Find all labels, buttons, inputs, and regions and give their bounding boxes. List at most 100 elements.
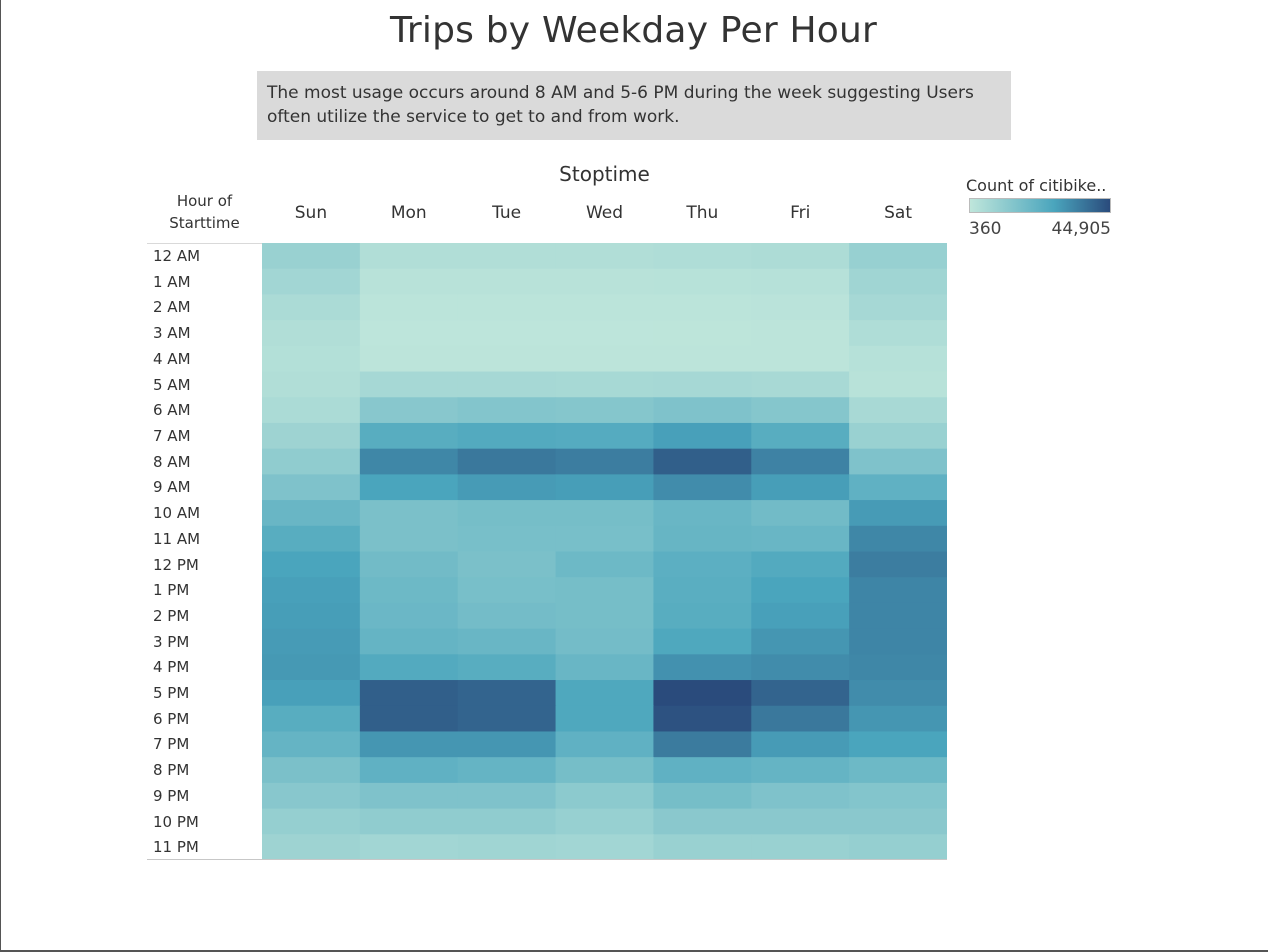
heatmap-cell[interactable]	[555, 268, 655, 296]
heatmap-cell[interactable]	[555, 705, 655, 733]
heatmap-cell[interactable]	[262, 577, 361, 604]
heatmap-cell[interactable]	[653, 320, 752, 347]
heatmap-cell[interactable]	[849, 654, 947, 681]
heatmap-cell[interactable]	[262, 654, 361, 681]
heatmap-cell[interactable]	[653, 654, 752, 681]
heatmap-cell[interactable]	[849, 782, 947, 810]
heatmap-cell[interactable]	[555, 397, 655, 424]
heatmap-cell[interactable]	[359, 500, 459, 527]
heatmap-cell[interactable]	[555, 808, 655, 835]
heatmap-cell[interactable]	[555, 294, 655, 321]
heatmap-cell[interactable]	[457, 705, 557, 733]
heatmap-cell[interactable]	[653, 474, 752, 501]
heatmap-cell[interactable]	[849, 757, 947, 784]
heatmap-cell[interactable]	[653, 551, 752, 578]
heatmap-cell[interactable]	[262, 628, 361, 655]
heatmap-cell[interactable]	[359, 628, 459, 655]
row-header-5-pm[interactable]: 5 PM	[153, 684, 190, 703]
heatmap-cell[interactable]	[653, 371, 752, 398]
row-header-11-pm[interactable]: 11 PM	[153, 838, 199, 857]
heatmap-cell[interactable]	[262, 345, 361, 373]
heatmap-cell[interactable]	[653, 680, 752, 707]
heatmap-cell[interactable]	[262, 268, 361, 296]
heatmap-cell[interactable]	[359, 320, 459, 347]
heatmap-cell[interactable]	[555, 577, 655, 604]
heatmap-cell[interactable]	[751, 371, 850, 398]
heatmap-cell[interactable]	[359, 680, 459, 707]
heatmap-cell[interactable]	[751, 602, 850, 630]
heatmap-cell[interactable]	[359, 294, 459, 321]
heatmap-cell[interactable]	[849, 577, 947, 604]
heatmap-cell[interactable]	[751, 680, 850, 707]
heatmap-cell[interactable]	[359, 397, 459, 424]
heatmap-cell[interactable]	[262, 551, 361, 578]
heatmap-cell[interactable]	[555, 422, 655, 450]
heatmap-cell[interactable]	[653, 602, 752, 630]
heatmap-cell[interactable]	[359, 705, 459, 733]
heatmap-cell[interactable]	[751, 782, 850, 810]
heatmap-cell[interactable]	[262, 500, 361, 527]
column-header-sun[interactable]: Sun	[294, 203, 328, 223]
heatmap-cell[interactable]	[555, 371, 655, 398]
heatmap-cell[interactable]	[262, 834, 361, 860]
heatmap-cell[interactable]	[262, 474, 361, 501]
row-header-12-am[interactable]: 12 AM	[153, 247, 201, 265]
heatmap-cell[interactable]	[359, 757, 459, 784]
heatmap-cell[interactable]	[457, 834, 557, 860]
heatmap-cell[interactable]	[653, 705, 752, 733]
heatmap-cell[interactable]	[653, 834, 752, 860]
heatmap-cell[interactable]	[849, 268, 947, 296]
row-header-8-pm[interactable]: 8 PM	[153, 761, 190, 780]
column-header-mon[interactable]: Mon	[390, 203, 427, 223]
heatmap-cell[interactable]	[751, 551, 850, 578]
heatmap-cell[interactable]	[751, 500, 850, 527]
heatmap-cell[interactable]	[751, 577, 850, 604]
heatmap-cell[interactable]	[555, 680, 655, 707]
heatmap-cell[interactable]	[359, 602, 459, 630]
heatmap-cell[interactable]	[457, 551, 557, 578]
heatmap-cell[interactable]	[359, 371, 459, 398]
heatmap-cell[interactable]	[555, 757, 655, 784]
row-header-2-am[interactable]: 2 AM	[153, 298, 191, 317]
heatmap-cell[interactable]	[555, 243, 655, 270]
row-header-7-pm[interactable]: 7 PM	[153, 735, 190, 754]
heatmap-cell[interactable]	[849, 500, 947, 527]
row-header-4-pm[interactable]: 4 PM	[153, 658, 190, 677]
heatmap-cell[interactable]	[262, 320, 361, 347]
heatmap-cell[interactable]	[751, 474, 850, 501]
heatmap-cell[interactable]	[751, 628, 850, 655]
heatmap-cell[interactable]	[849, 294, 947, 321]
heatmap-cell[interactable]	[555, 782, 655, 810]
heatmap-cell[interactable]	[457, 731, 557, 758]
heatmap-cell[interactable]	[262, 705, 361, 733]
legend-color-ramp[interactable]	[969, 198, 1111, 213]
heatmap-cell[interactable]	[359, 422, 459, 450]
heatmap-cell[interactable]	[555, 448, 655, 475]
heatmap-cell[interactable]	[653, 757, 752, 784]
row-header-3-pm[interactable]: 3 PM	[153, 632, 190, 651]
row-header-1-am[interactable]: 1 AM	[153, 272, 191, 291]
heatmap-cell[interactable]	[457, 808, 557, 835]
row-header-12-pm[interactable]: 12 PM	[153, 555, 199, 574]
heatmap-cell[interactable]	[359, 243, 459, 270]
heatmap-cell[interactable]	[653, 422, 752, 450]
row-header-10-am[interactable]: 10 AM	[153, 504, 201, 523]
heatmap-cell[interactable]	[555, 602, 655, 630]
row-header-9-am[interactable]: 9 AM	[153, 478, 191, 497]
heatmap-cell[interactable]	[457, 577, 557, 604]
heatmap-cell[interactable]	[457, 294, 557, 321]
column-header-wed[interactable]: Wed	[585, 203, 624, 223]
heatmap-cell[interactable]	[359, 474, 459, 501]
heatmap-cell[interactable]	[359, 834, 459, 860]
column-header-tue[interactable]: Tue	[492, 203, 522, 223]
heatmap-cell[interactable]	[262, 731, 361, 758]
heatmap-cell[interactable]	[751, 808, 850, 835]
heatmap-cell[interactable]	[457, 448, 557, 475]
heatmap-cell[interactable]	[555, 731, 655, 758]
heatmap-cell[interactable]	[751, 397, 850, 424]
heatmap-cell[interactable]	[653, 243, 752, 270]
heatmap-cell[interactable]	[653, 345, 752, 373]
heatmap-cell[interactable]	[751, 320, 850, 347]
heatmap-cell[interactable]	[457, 397, 557, 424]
heatmap-cell[interactable]	[359, 345, 459, 373]
